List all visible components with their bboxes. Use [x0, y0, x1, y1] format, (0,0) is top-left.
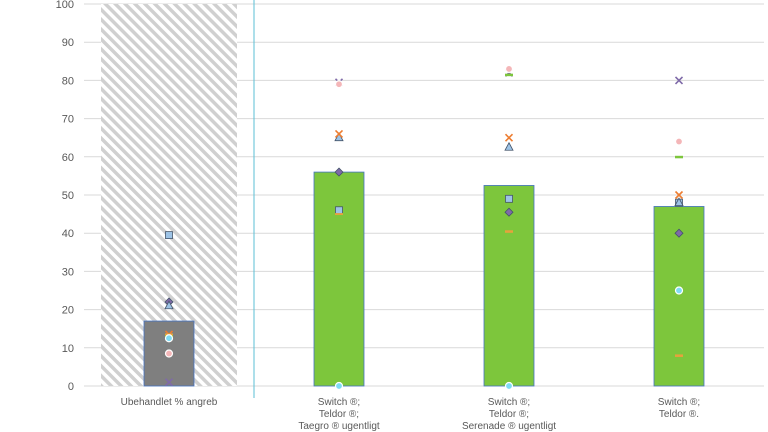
y-tick-label: 20 — [62, 305, 74, 317]
category-label: Teldor ®. — [659, 409, 699, 420]
category-label: Serenade ® ugentligt — [462, 421, 556, 432]
circle-marker — [504, 381, 514, 391]
bar — [483, 185, 535, 387]
y-tick-label: 0 — [68, 381, 74, 393]
y-tick-label: 100 — [56, 0, 74, 11]
dash-marker — [505, 73, 513, 77]
x-marker — [674, 76, 684, 85]
bar — [313, 171, 365, 387]
category-labels: Ubehandlet % angreb Switch ®;Teldor ®;Tae… — [121, 397, 701, 432]
diamond-marker — [674, 228, 684, 238]
x-marker — [334, 129, 344, 138]
circle-marker — [164, 349, 174, 358]
x-marker — [164, 378, 174, 387]
category-label: Switch ®; — [318, 397, 360, 408]
category-label: Ubehandlet % angreb — [121, 397, 218, 408]
dash-marker — [675, 354, 683, 357]
category-label: Teldor ®; — [319, 409, 359, 420]
dash-marker — [505, 230, 513, 233]
dash-marker — [335, 215, 343, 218]
y-tick-label: 10 — [62, 343, 74, 355]
dash-marker — [335, 213, 343, 216]
y-tick-label: 90 — [62, 37, 74, 49]
category-label: Switch ®; — [488, 397, 530, 408]
y-tick-label: 70 — [62, 114, 74, 126]
diamond-marker — [504, 207, 514, 217]
category-label: Taegro ® ugentligt — [298, 421, 380, 432]
category-label: Teldor ®; — [489, 409, 529, 420]
triangle-marker — [504, 141, 514, 151]
y-tick-label: 60 — [62, 152, 74, 164]
dash-marker — [675, 155, 683, 159]
circle-marker — [674, 137, 684, 146]
circle-marker — [164, 334, 174, 343]
circle-marker — [504, 64, 514, 74]
circle-marker — [334, 80, 344, 89]
triangle-marker — [164, 300, 174, 310]
circle-marker — [674, 286, 684, 295]
y-tick-label: 80 — [62, 75, 74, 87]
diamond-marker — [334, 167, 344, 177]
square-marker — [335, 206, 343, 215]
category-label: Switch ®; — [658, 397, 700, 408]
y-axis-ticks: 0 10 20 30 40 50 60 70 80 90 100 — [56, 0, 74, 393]
x-marker — [674, 190, 684, 200]
y-tick-label: 30 — [62, 266, 74, 278]
triangle-marker — [674, 197, 684, 207]
markers — [164, 64, 684, 391]
y-tick-label: 50 — [62, 190, 74, 202]
x-marker — [504, 133, 514, 142]
square-marker — [165, 231, 173, 240]
square-marker — [505, 194, 513, 203]
y-tick-label: 40 — [62, 228, 74, 240]
circle-marker — [334, 381, 344, 391]
